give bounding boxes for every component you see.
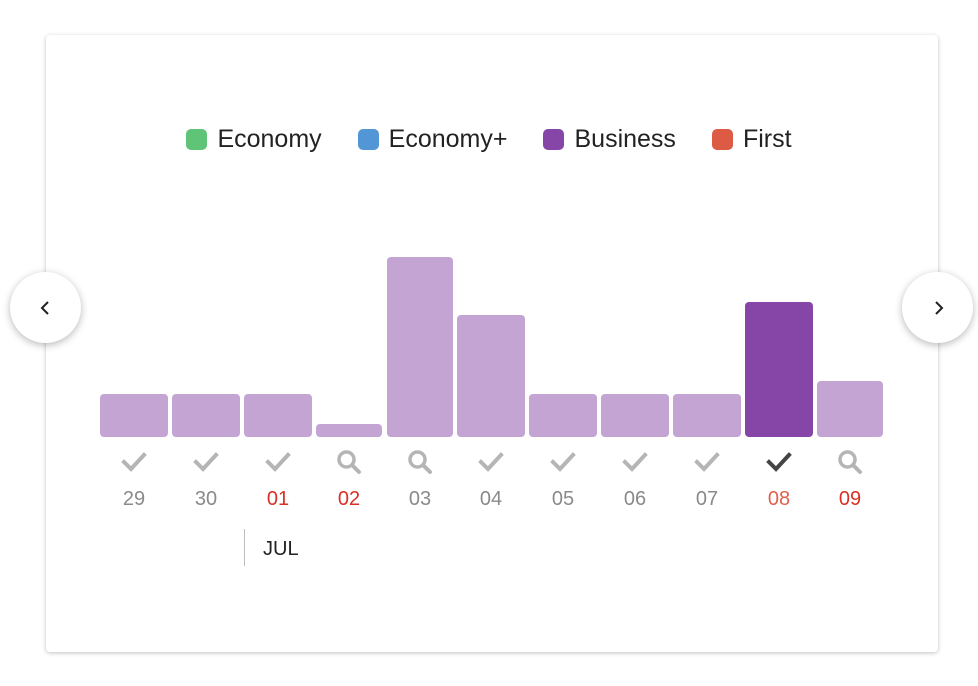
legend: Economy Economy+ Business First bbox=[0, 125, 978, 154]
legend-swatch bbox=[186, 129, 208, 150]
fare-bar[interactable] bbox=[316, 424, 382, 437]
fare-bar[interactable] bbox=[172, 394, 240, 437]
fare-bar[interactable] bbox=[673, 394, 741, 437]
chevron-right-icon bbox=[934, 300, 943, 315]
day-label[interactable]: 07 bbox=[695, 488, 719, 510]
check-icon[interactable] bbox=[765, 448, 793, 476]
day-label[interactable]: 09 bbox=[838, 488, 862, 510]
legend-swatch bbox=[357, 129, 379, 150]
legend-label: First bbox=[742, 125, 792, 153]
legend-label: Business bbox=[574, 125, 676, 153]
legend-swatch bbox=[711, 129, 733, 150]
fare-bar[interactable] bbox=[100, 394, 168, 437]
next-button[interactable] bbox=[902, 272, 973, 343]
legend-item-economy[interactable]: Economy bbox=[186, 125, 322, 154]
fare-bar[interactable] bbox=[529, 394, 597, 437]
fare-bar[interactable] bbox=[387, 257, 453, 437]
day-label[interactable]: 08 bbox=[767, 488, 791, 510]
month-divider bbox=[244, 529, 245, 566]
check-icon[interactable] bbox=[549, 448, 577, 476]
prev-button[interactable] bbox=[10, 272, 81, 343]
month-label: JUL bbox=[263, 538, 299, 560]
chevron-left-icon bbox=[40, 300, 49, 315]
fare-bar[interactable] bbox=[745, 302, 813, 437]
legend-label: Economy+ bbox=[388, 125, 508, 153]
legend-item-business[interactable]: Business bbox=[543, 125, 676, 154]
day-label[interactable]: 01 bbox=[266, 488, 290, 510]
check-icon[interactable] bbox=[264, 448, 292, 476]
day-label[interactable]: 04 bbox=[479, 488, 503, 510]
day-label[interactable]: 02 bbox=[337, 488, 361, 510]
search-icon[interactable] bbox=[406, 448, 434, 476]
day-label[interactable]: 06 bbox=[623, 488, 647, 510]
fare-bar[interactable] bbox=[601, 394, 669, 437]
day-label[interactable]: 30 bbox=[194, 488, 218, 510]
legend-item-first[interactable]: First bbox=[711, 125, 792, 154]
check-icon[interactable] bbox=[477, 448, 505, 476]
legend-item-economy-plus[interactable]: Economy+ bbox=[357, 125, 508, 154]
check-icon[interactable] bbox=[621, 448, 649, 476]
check-icon[interactable] bbox=[120, 448, 148, 476]
search-icon[interactable] bbox=[335, 448, 363, 476]
legend-swatch bbox=[543, 129, 565, 150]
day-label[interactable]: 05 bbox=[551, 488, 575, 510]
day-label[interactable]: 29 bbox=[122, 488, 146, 510]
check-icon[interactable] bbox=[693, 448, 721, 476]
legend-label: Economy bbox=[217, 125, 322, 153]
check-icon[interactable] bbox=[192, 448, 220, 476]
fare-bar[interactable] bbox=[244, 394, 312, 437]
search-icon[interactable] bbox=[836, 448, 864, 476]
fare-bar[interactable] bbox=[817, 381, 883, 437]
fare-bar[interactable] bbox=[457, 315, 525, 437]
day-label[interactable]: 03 bbox=[408, 488, 432, 510]
